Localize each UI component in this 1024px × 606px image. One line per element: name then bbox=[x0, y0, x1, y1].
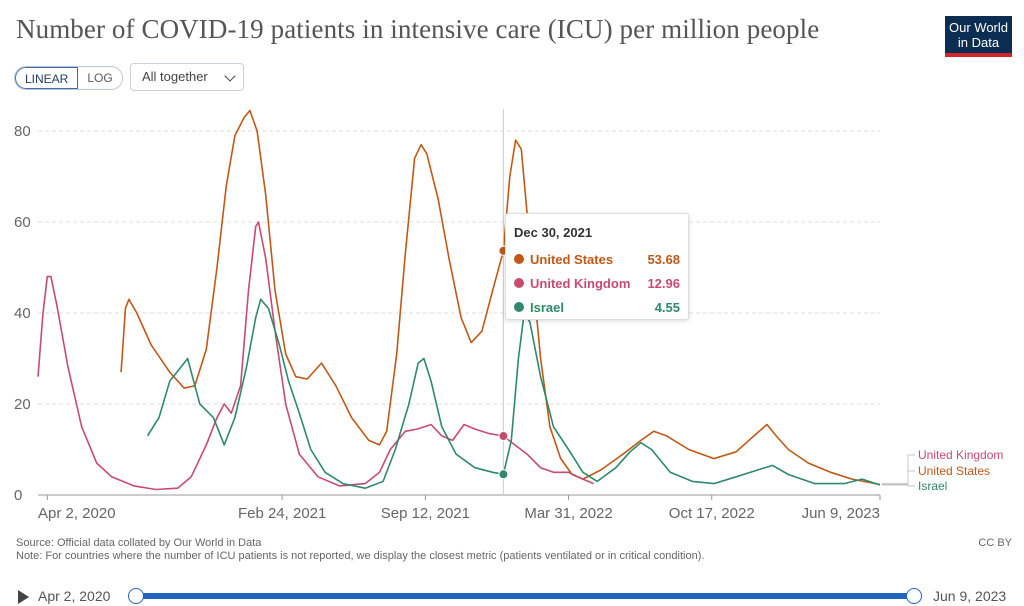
timeline-start-handle[interactable] bbox=[128, 588, 144, 604]
y-tick-label: 80 bbox=[14, 123, 31, 140]
grid-lines bbox=[38, 130, 880, 496]
x-tick-label: Oct 17, 2022 bbox=[669, 505, 755, 522]
chevron-down-icon bbox=[224, 70, 236, 82]
x-tick-label: Sep 12, 2021 bbox=[381, 505, 470, 522]
series-line-united-states[interactable] bbox=[120, 109, 881, 486]
tooltip-row-israel: Israel 4.55 bbox=[514, 295, 680, 319]
y-tick-label: 0 bbox=[14, 487, 22, 504]
tooltip-row-united-states: United States 53.68 bbox=[514, 247, 680, 271]
tooltip-series-name: United Kingdom bbox=[530, 275, 631, 291]
entity-selector-label: All together bbox=[142, 69, 208, 84]
timeline-end-handle[interactable] bbox=[906, 588, 922, 604]
end-label[interactable]: United Kingdom bbox=[918, 448, 1003, 462]
line-chart[interactable]: 0 20 40 60 80 Apr 2, 2020 Feb 24, 2021 Sep 12,… bbox=[0, 95, 1024, 535]
series-lines bbox=[37, 109, 881, 491]
owid-logo[interactable]: Our World in Data bbox=[945, 16, 1012, 57]
timeline-slider: Apr 2, 2020 Jun 9, 2023 bbox=[0, 585, 1024, 606]
source-text: Source: Official data collated by Our Wo… bbox=[16, 537, 262, 549]
license-link[interactable]: CC BY bbox=[978, 537, 1012, 549]
timeline-start-label: Apr 2, 2020 bbox=[38, 588, 111, 604]
end-label-connector bbox=[882, 470, 915, 486]
end-label[interactable]: Israel bbox=[918, 479, 947, 493]
hover-point bbox=[498, 431, 509, 442]
chart-title: Number of COVID-19 patients in intensive… bbox=[16, 14, 820, 44]
tooltip-series-name: Israel bbox=[530, 299, 564, 315]
tooltip-series-value: 53.68 bbox=[647, 251, 680, 267]
series-dot-icon bbox=[514, 254, 524, 264]
x-axis: Apr 2, 2020 Feb 24, 2021 Sep 12, 2021 Mar 3… bbox=[38, 495, 881, 522]
tooltip-series-value: 12.96 bbox=[647, 275, 680, 291]
series-line-israel[interactable] bbox=[146, 298, 881, 489]
logo-line-1: Our World bbox=[949, 20, 1008, 35]
tooltip-row-united-kingdom: United Kingdom 12.96 bbox=[514, 271, 680, 295]
tooltip-series-name: United States bbox=[530, 251, 614, 267]
chart-footer: Source: Official data collated by Our Wo… bbox=[16, 537, 704, 563]
linear-scale-button[interactable]: LINEAR bbox=[15, 67, 79, 89]
x-tick-label: Apr 2, 2020 bbox=[38, 505, 116, 522]
y-tick-label: 40 bbox=[14, 305, 31, 322]
entity-selector-dropdown[interactable]: All together bbox=[130, 63, 244, 91]
play-icon[interactable] bbox=[18, 590, 29, 604]
hover-tooltip: Dec 30, 2021 United States 53.68 United … bbox=[505, 213, 689, 320]
x-tick-label: Jun 9, 2023 bbox=[802, 505, 880, 522]
series-line-united-kingdom[interactable] bbox=[37, 221, 594, 491]
series-dot-icon bbox=[514, 302, 524, 312]
log-scale-button[interactable]: LOG bbox=[78, 67, 122, 89]
series-dot-icon bbox=[514, 278, 524, 288]
logo-line-2: in Data bbox=[957, 35, 1000, 50]
y-tick-label: 60 bbox=[14, 214, 31, 231]
end-label-connector bbox=[882, 454, 915, 485]
note-text: Note: For countries where the number of … bbox=[16, 550, 705, 562]
end-label-connector bbox=[882, 484, 915, 487]
tooltip-date: Dec 30, 2021 bbox=[514, 225, 593, 240]
timeline-end-label: Jun 9, 2023 bbox=[933, 588, 1007, 604]
tooltip-series-value: 4.55 bbox=[654, 299, 680, 315]
timeline-track[interactable] bbox=[136, 593, 914, 599]
y-axis: 0 20 40 60 80 bbox=[14, 123, 31, 504]
y-tick-label: 20 bbox=[14, 396, 31, 413]
x-tick-label: Mar 31, 2022 bbox=[524, 505, 612, 522]
hover-point bbox=[498, 469, 509, 480]
x-tick-label: Feb 24, 2021 bbox=[238, 505, 326, 522]
end-label[interactable]: United States bbox=[918, 464, 990, 478]
scale-toggle: LINEAR LOG bbox=[14, 66, 123, 90]
